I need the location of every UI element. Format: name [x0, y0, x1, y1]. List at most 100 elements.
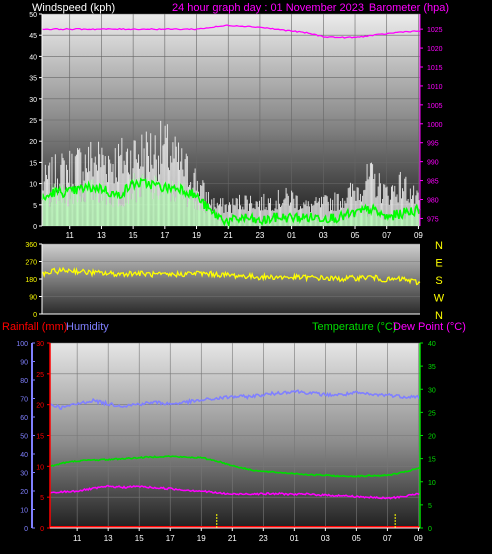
climate-x-tick-label: 07 — [383, 534, 392, 543]
temp-y-tick-label: 10 — [428, 480, 436, 487]
average-line — [41, 177, 421, 229]
wind-x-tick-label: 05 — [351, 231, 360, 240]
rain-y-tick-label: 10 — [36, 464, 44, 471]
humidity-y-tick-label: 0 — [24, 526, 28, 533]
climate-x-tick-label: 21 — [228, 534, 237, 543]
temp-y-tick-label: 25 — [428, 410, 436, 417]
wind-x-tick-label: 17 — [160, 231, 169, 240]
compass-label: E — [435, 258, 442, 270]
wind-title: Windspeed (kph) — [32, 2, 115, 14]
wind-x-tick-label: 19 — [192, 231, 201, 240]
direction-y-tick-label: 360 — [25, 242, 37, 249]
humidity-line — [49, 389, 421, 411]
compass-label: N — [435, 310, 443, 322]
baro-title: Barometer (hpa) — [369, 2, 449, 14]
baro-y-tick-label: 985 — [427, 179, 439, 186]
wind-y-tick-label: 20 — [29, 139, 37, 146]
rain-y-tick-label: 15 — [36, 434, 44, 441]
temp-y-tick-label: 5 — [428, 503, 432, 510]
rain-y-tick-label: 0 — [40, 526, 44, 533]
climate-series — [49, 389, 421, 528]
wind-x-tick-label: 15 — [129, 231, 138, 240]
direction-y-tick-label: 180 — [25, 277, 37, 284]
temperature-line — [49, 455, 421, 478]
humidity-y-tick-label: 80 — [20, 378, 28, 385]
wind-y-tick-label: 45 — [29, 33, 37, 40]
wind-y-tick-label: 30 — [29, 97, 37, 104]
dewpoint-line — [49, 484, 421, 500]
baro-y-tick-label: 1010 — [427, 84, 443, 91]
baro-y-tick-label: 1005 — [427, 103, 443, 110]
rain-y-tick-label: 20 — [36, 403, 44, 410]
climate-x-tick-label: 17 — [166, 534, 175, 543]
humidity-y-tick-label: 60 — [20, 415, 28, 422]
baro-y-tick-label: 975 — [427, 216, 439, 223]
temp-y-tick-label: 40 — [428, 341, 436, 348]
wind-y-tick-label: 5 — [33, 203, 37, 210]
humidity-y-tick-label: 50 — [20, 434, 28, 441]
compass-label: W — [434, 293, 445, 305]
wind-y-tick-label: 50 — [29, 12, 37, 19]
legend-dewpoint: Dew Point (°C) — [393, 321, 466, 333]
climate-x-tick-label: 23 — [259, 534, 268, 543]
temp-y-tick-label: 35 — [428, 364, 436, 371]
humidity-y-tick-label: 90 — [20, 360, 28, 367]
humidity-y-tick-label: 70 — [20, 397, 28, 404]
wind-x-tick-label: 21 — [224, 231, 233, 240]
humidity-y-tick-label: 40 — [20, 452, 28, 459]
climate-x-tick-label: 01 — [290, 534, 299, 543]
wind-x-tick-label: 07 — [382, 231, 391, 240]
humidity-y-tick-label: 20 — [20, 489, 28, 496]
wind-x-tick-label: 23 — [255, 231, 264, 240]
climate-x-tick-label: 09 — [414, 534, 423, 543]
wind-x-tick-label: 03 — [319, 231, 328, 240]
humidity-y-tick-label: 100 — [16, 341, 28, 348]
wind-y-tick-label: 25 — [29, 118, 37, 125]
baro-y-tick-label: 1025 — [427, 27, 443, 34]
temp-y-tick-label: 0 — [428, 526, 432, 533]
temp-y-tick-label: 15 — [428, 457, 436, 464]
rain-y-tick-label: 25 — [36, 372, 44, 379]
baro-y-tick-label: 1015 — [427, 65, 443, 72]
baro-y-tick-label: 990 — [427, 160, 439, 167]
baro-y-tick-label: 980 — [427, 198, 439, 205]
wind-y-tick-label: 40 — [29, 54, 37, 61]
wind-y-tick-label: 10 — [29, 182, 37, 189]
wind-y-tick-label: 15 — [29, 160, 37, 167]
climate-axes: 0102030405060708090100051015202530051015… — [16, 341, 436, 543]
temp-y-tick-label: 20 — [428, 434, 436, 441]
climate-x-tick-label: 11 — [73, 534, 82, 543]
wind-axes: 0510152025303540455097598098599099510001… — [29, 12, 442, 240]
baro-y-tick-label: 1020 — [427, 46, 443, 53]
compass-label: N — [435, 240, 443, 252]
humidity-y-tick-label: 10 — [20, 508, 28, 515]
humidity-y-tick-label: 30 — [20, 471, 28, 478]
wind-x-tick-label: 01 — [287, 231, 296, 240]
wind-x-tick-label: 13 — [97, 231, 106, 240]
direction-line — [41, 266, 421, 286]
temp-y-tick-label: 30 — [428, 387, 436, 394]
wind-y-tick-label: 35 — [29, 76, 37, 83]
wind-x-tick-label: 11 — [66, 231, 75, 240]
wind-y-tick-label: 0 — [33, 224, 37, 231]
baro-y-tick-label: 995 — [427, 141, 439, 148]
rain-y-tick-label: 30 — [36, 341, 44, 348]
chart-title: 24 hour graph day : 01 November 2023 — [172, 2, 364, 14]
legend-temperature: Temperature (°C) — [312, 321, 396, 333]
climate-x-tick-label: 19 — [197, 534, 206, 543]
baro-y-tick-label: 1000 — [427, 122, 443, 129]
legend-rainfall: Rainfall (mm) — [2, 321, 67, 333]
legend-humidity: Humidity — [66, 321, 109, 333]
wind-series — [41, 24, 421, 229]
rain-y-tick-label: 5 — [40, 495, 44, 502]
climate-x-tick-label: 03 — [321, 534, 330, 543]
climate-x-tick-label: 15 — [135, 534, 144, 543]
wind-x-tick-label: 09 — [414, 231, 423, 240]
direction-y-tick-label: 270 — [25, 260, 37, 267]
compass-label: S — [435, 275, 442, 287]
climate-x-tick-label: 13 — [104, 534, 113, 543]
climate-x-tick-label: 05 — [352, 534, 361, 543]
barometer-line — [41, 24, 421, 39]
direction-series — [41, 266, 421, 286]
